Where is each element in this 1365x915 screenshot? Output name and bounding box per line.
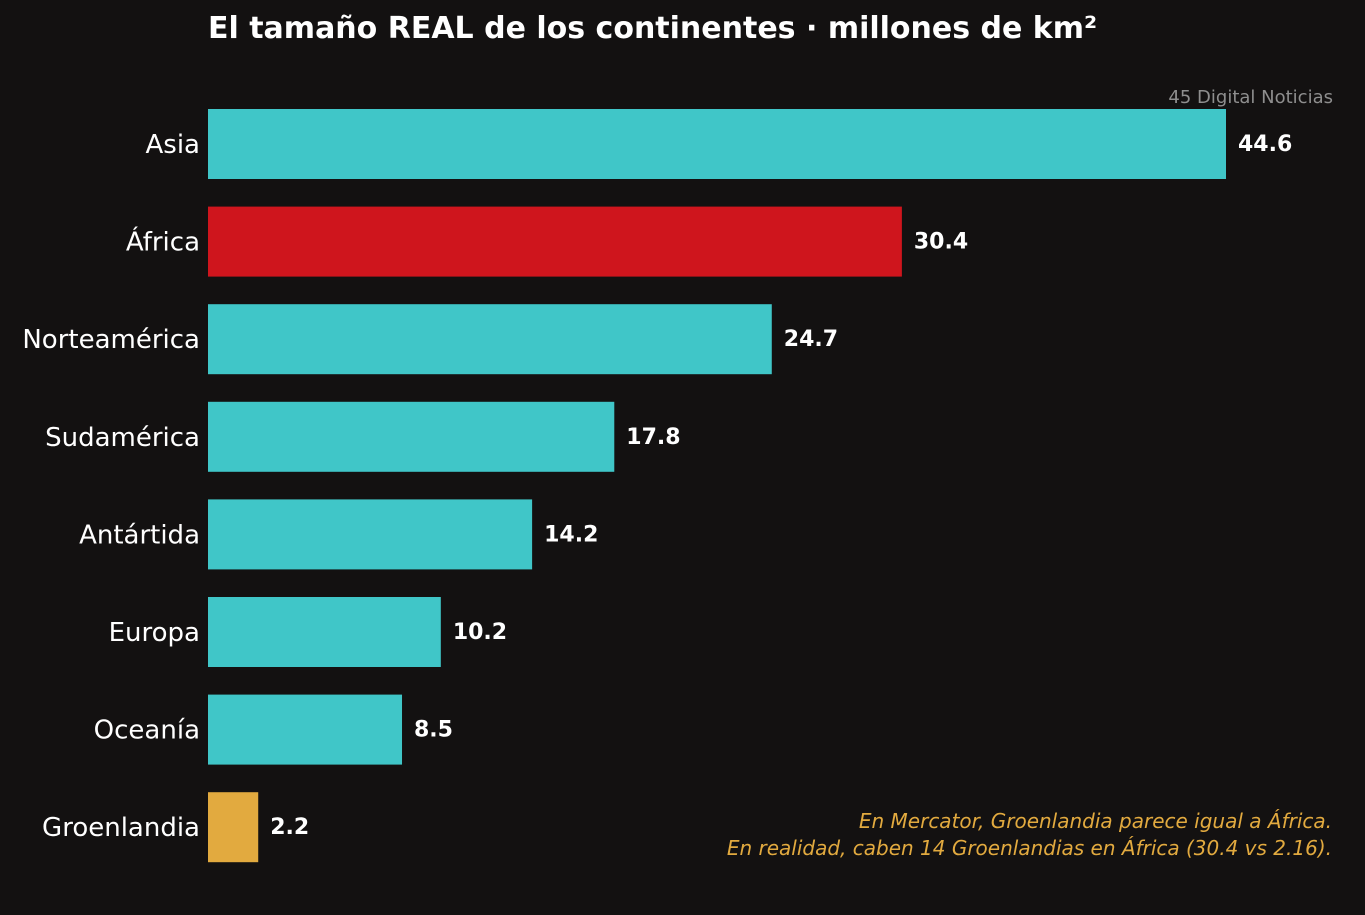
- annotation: En Mercator, Groenlandia parece igual a …: [727, 809, 1332, 860]
- bar-5: [208, 597, 441, 667]
- annotation-line-2: En realidad, caben 14 Groenlandias en Áf…: [727, 836, 1332, 860]
- bar-6: [208, 694, 403, 765]
- value-label-4: 14.2: [544, 522, 598, 547]
- category-label-4: Antártida: [79, 520, 200, 550]
- category-label-6: Oceanía: [94, 716, 200, 746]
- category-label-0: Asia: [146, 130, 201, 160]
- value-label-5: 10.2: [453, 620, 507, 645]
- bar-0: [208, 109, 1226, 179]
- bar-7: [208, 792, 259, 863]
- bar-4: [208, 499, 533, 570]
- value-label-6: 8.5: [414, 718, 453, 743]
- bars-group: Asia 44.6 África 30.4 Norteamérica 24.7 Sudamé…: [22, 109, 1292, 863]
- bar-2: [208, 304, 772, 375]
- value-label-2: 24.7: [784, 327, 838, 352]
- value-label-1: 30.4: [914, 230, 968, 255]
- bar-3: [208, 401, 615, 472]
- bar-1: [208, 206, 902, 277]
- chart-title: El tamaño REAL de los continentes · mill…: [208, 11, 1097, 46]
- annotation-line-1: En Mercator, Groenlandia parece igual a …: [859, 809, 1332, 833]
- category-label-1: África: [126, 226, 200, 258]
- category-label-2: Norteamérica: [22, 325, 200, 355]
- value-label-0: 44.6: [1238, 132, 1292, 157]
- category-label-3: Sudamérica: [45, 423, 200, 453]
- source-label: 45 Digital Noticias: [1168, 87, 1333, 108]
- value-label-7: 2.2: [270, 815, 309, 840]
- value-label-3: 17.8: [626, 425, 680, 450]
- category-label-7: Groenlandia: [42, 813, 200, 843]
- category-label-5: Europa: [109, 618, 200, 648]
